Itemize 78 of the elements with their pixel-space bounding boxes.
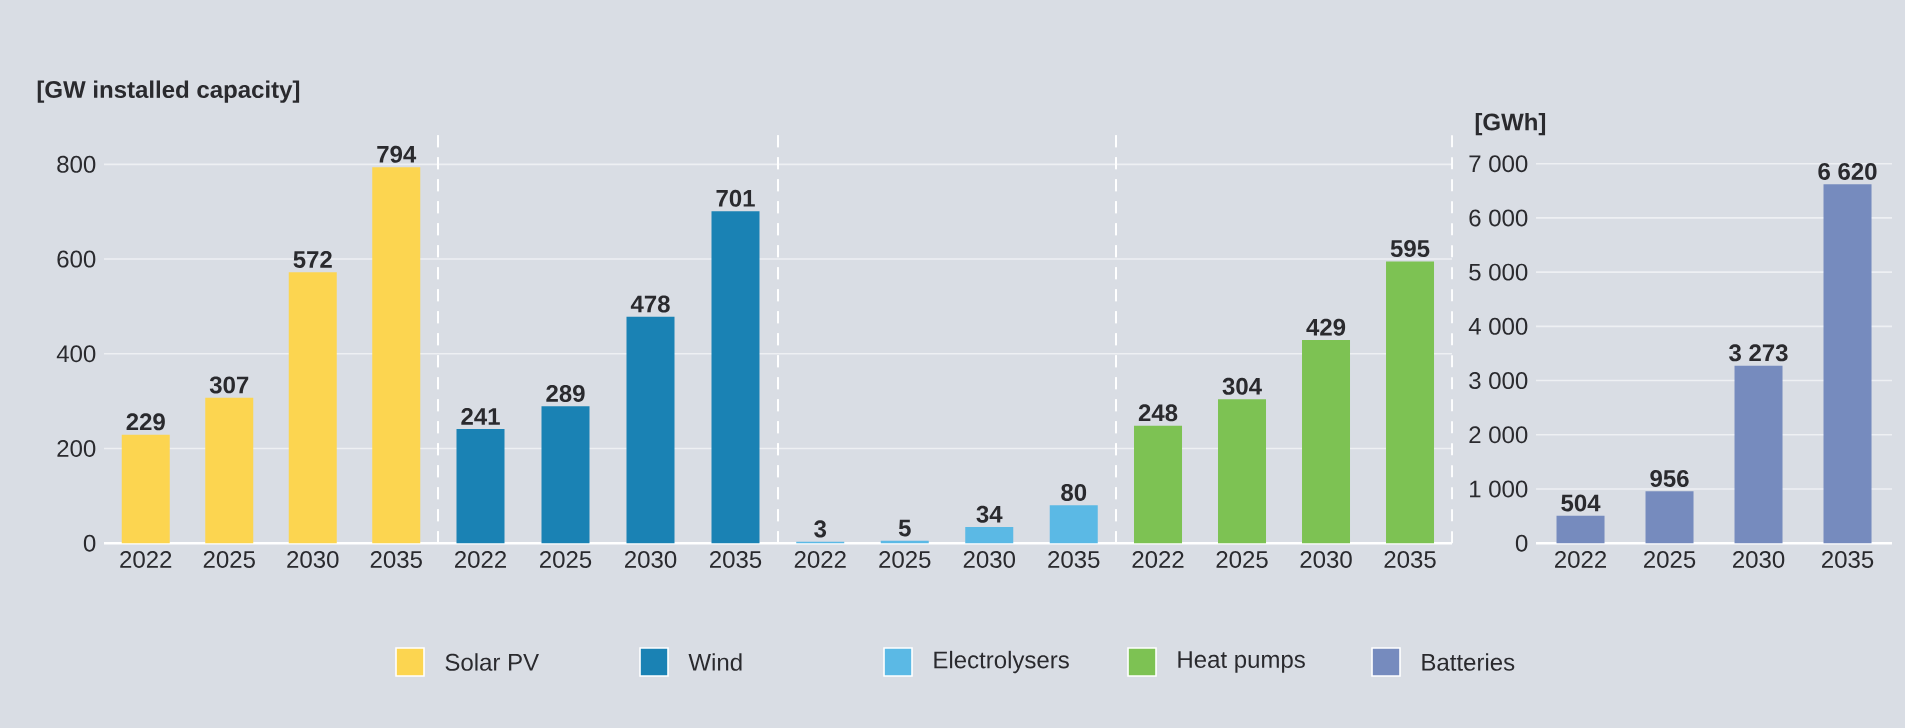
bar (1386, 261, 1435, 544)
y-tick-label: 7 000 (1469, 155, 1528, 173)
x-tick-label: 2030 (963, 550, 1016, 568)
x-tick-label: 2022 (1555, 550, 1606, 568)
x-tick-label: 2022 (794, 550, 846, 568)
x-tick-label: 2022 (455, 550, 506, 568)
data-label: 6 620 (1818, 162, 1877, 180)
legend-label: Batteries (1422, 653, 1515, 671)
data-label: 248 (1138, 404, 1178, 422)
y-axis-title: [GW installed capacity] (37, 80, 300, 103)
legend-label: Wind (688, 653, 742, 671)
y-tick-label: 3 000 (1469, 372, 1528, 390)
data-label: 701 (716, 189, 755, 207)
data-label: 3 273 (1729, 344, 1788, 362)
x-tick-label: 2030 (1300, 550, 1352, 568)
y-tick-label: 2 000 (1469, 426, 1528, 444)
legend-label: Heat pumps (1178, 651, 1305, 673)
legend-label: Solar PV (445, 653, 539, 671)
x-tick-label: 2022 (120, 550, 172, 568)
data-label: 956 (1650, 469, 1689, 487)
data-label: 504 (1561, 494, 1601, 512)
y-tick-label: 600 (57, 250, 96, 268)
x-tick-label: 2035 (1048, 550, 1100, 568)
data-label: 307 (209, 376, 249, 394)
bar (965, 527, 1014, 544)
bar (372, 167, 421, 544)
data-label: 229 (126, 413, 165, 431)
data-label: 34 (976, 505, 1003, 523)
bar (1134, 425, 1183, 544)
y-tick-label: 800 (57, 155, 96, 173)
x-tick-label: 2035 (370, 550, 422, 568)
bar (626, 316, 675, 544)
data-label: 304 (1222, 377, 1262, 395)
y-tick-label: 1 000 (1470, 480, 1528, 498)
data-label: 3 (814, 520, 827, 538)
legend-label: Electrolysers (934, 650, 1069, 674)
x-tick-label: 2025 (879, 550, 931, 568)
data-label: 572 (293, 250, 332, 268)
bar (541, 406, 590, 544)
y-tick-label: 400 (56, 345, 96, 363)
y-tick-label: 200 (57, 440, 96, 457)
bar (456, 429, 505, 544)
bar (1734, 365, 1783, 544)
bar (711, 211, 760, 544)
x-tick-label: 2030 (1733, 550, 1785, 568)
y-tick-label: 0 (83, 534, 96, 552)
y-axis-title: [GWh] (1475, 112, 1546, 136)
bar (288, 272, 337, 544)
y-tick-label: 0 (1515, 534, 1528, 552)
bar (205, 397, 254, 544)
x-tick-label: 2035 (1822, 550, 1874, 568)
data-label: 289 (546, 384, 585, 402)
data-label: 794 (377, 145, 417, 163)
bar (1645, 491, 1694, 544)
x-tick-label: 2022 (1132, 550, 1184, 568)
data-label: 5 (898, 519, 911, 537)
bar (121, 434, 170, 544)
bar (1823, 184, 1872, 544)
bar (1049, 505, 1098, 544)
x-tick-label: 2025 (1216, 550, 1268, 568)
data-label: 80 (1061, 483, 1087, 501)
bar (1556, 515, 1605, 544)
data-label: 241 (461, 407, 500, 425)
bar (1218, 399, 1267, 544)
x-tick-label: 2030 (287, 550, 339, 568)
y-tick-label: 6 000 (1469, 209, 1528, 227)
x-tick-label: 2035 (1384, 550, 1436, 568)
bar (1302, 340, 1351, 544)
y-tick-label: 5 000 (1469, 263, 1528, 281)
data-label: 595 (1390, 240, 1430, 258)
x-tick-label: 2030 (625, 550, 677, 568)
data-label: 478 (630, 295, 670, 313)
x-tick-label: 2025 (203, 550, 255, 568)
data-label: 429 (1306, 318, 1346, 336)
x-tick-label: 2025 (540, 550, 592, 568)
x-tick-label: 2035 (710, 550, 762, 568)
x-tick-label: 2025 (1644, 550, 1696, 568)
y-tick-label: 4 000 (1468, 317, 1528, 335)
